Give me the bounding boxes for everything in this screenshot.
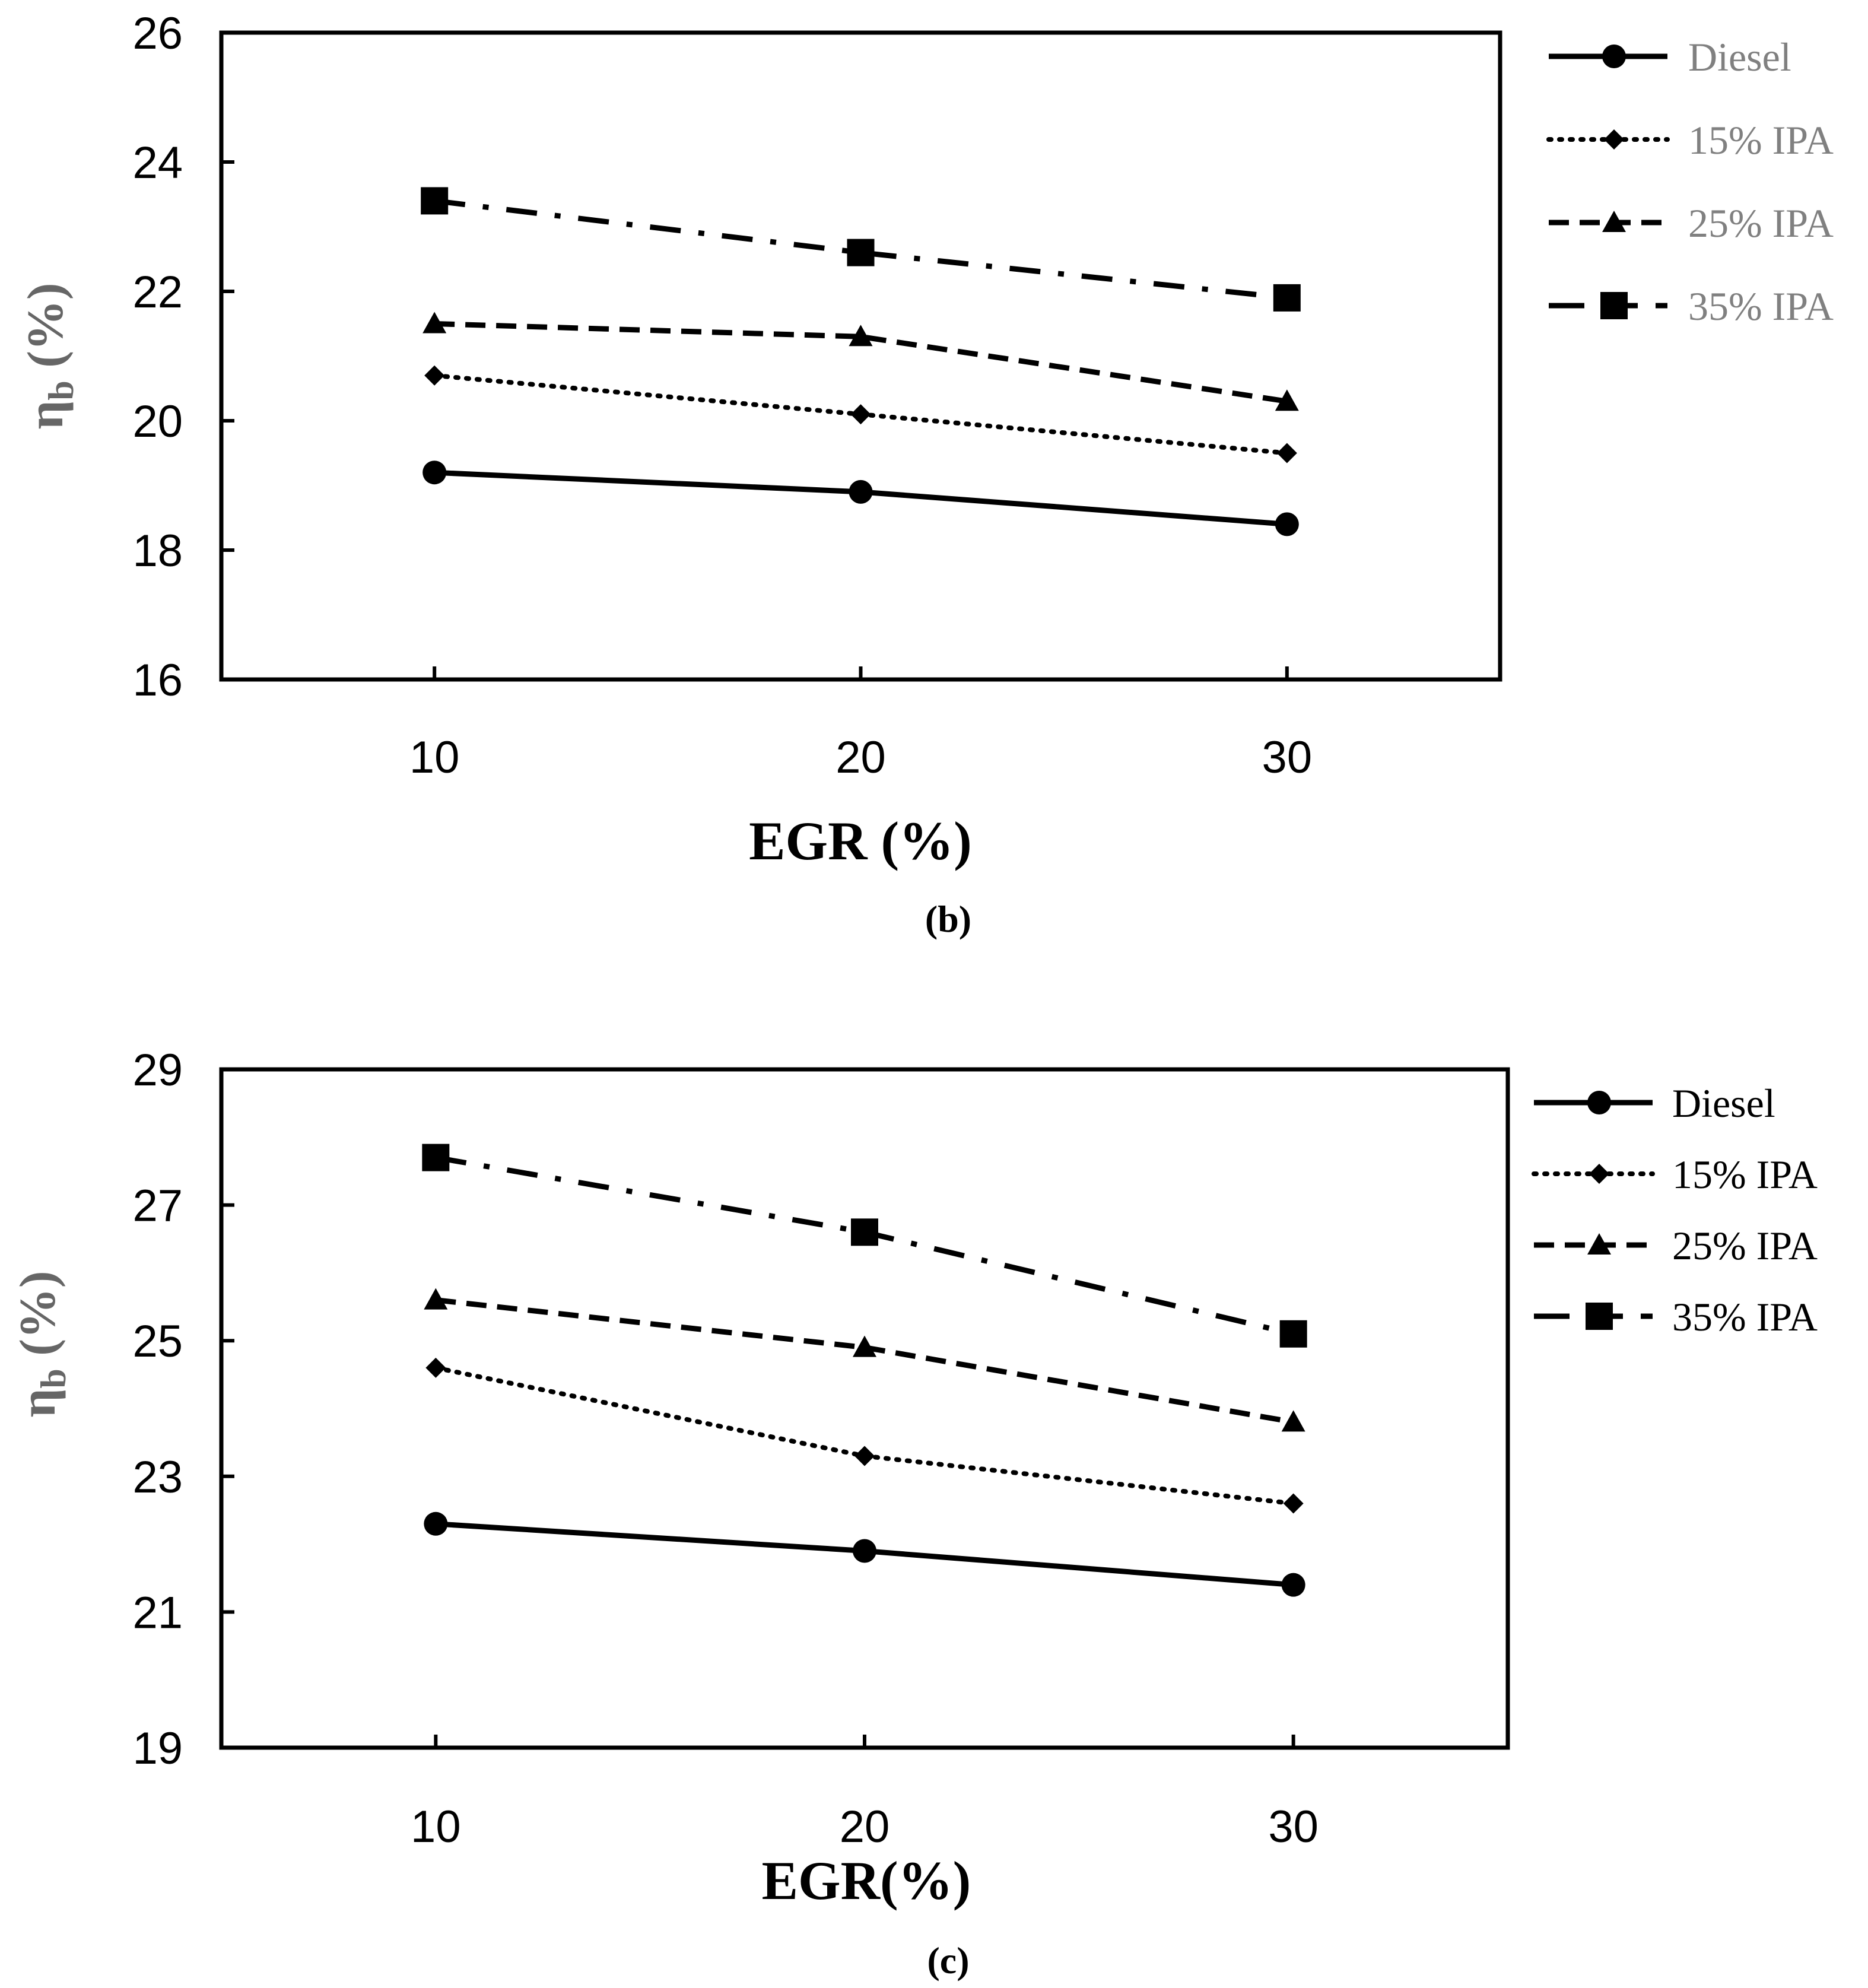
data-point — [422, 312, 447, 334]
y-axis-label: ηb (%) — [9, 1271, 73, 1418]
panel-label-c: (c) — [927, 1939, 969, 1981]
legend: Diesel 15% IPA 25% IPA 35% IPA — [1546, 34, 1834, 329]
chart-panel-b: 16 18 20 22 24 26 10 20 30 Diesel 15% IPA 25% IPA… — [17, 8, 1834, 940]
data-point — [1281, 1573, 1305, 1597]
legend-label: 35% IPA — [1688, 284, 1834, 329]
legend-marker — [1600, 292, 1628, 319]
legend-label: 35% IPA — [1672, 1294, 1818, 1339]
y-tick-label: 22 — [132, 267, 183, 317]
x-tick-label: 20 — [840, 1802, 890, 1852]
y-tick-label: 24 — [132, 138, 183, 188]
data-point — [849, 479, 873, 504]
data-point — [422, 1144, 450, 1171]
data-point — [853, 1335, 876, 1357]
legend-label: 15% IPA — [1688, 117, 1834, 163]
data-point — [422, 461, 447, 485]
y-axis-label-sub: b — [42, 380, 81, 400]
y-axis-label: ηb (%) — [17, 283, 81, 430]
series-line-3 — [435, 1297, 1294, 1425]
data-point — [1283, 1493, 1304, 1514]
data-point — [425, 1357, 446, 1378]
x-tick-label: 20 — [835, 732, 886, 783]
legend-marker — [1587, 1233, 1611, 1255]
y-tick-labels: 16 18 20 22 24 26 — [132, 8, 234, 706]
y-axis-label-unit: (%) — [9, 1271, 66, 1369]
y-tick-label: 23 — [132, 1452, 183, 1503]
data-point — [424, 1288, 448, 1310]
x-axis-label: EGR(%) — [762, 1850, 971, 1911]
legend-label: Diesel — [1688, 34, 1791, 80]
data-point — [424, 1511, 448, 1536]
y-tick-label: 21 — [132, 1587, 183, 1638]
data-point — [853, 1539, 876, 1563]
x-tick-label: 10 — [409, 732, 460, 783]
legend-marker — [1589, 1164, 1609, 1184]
y-axis-label-main: η — [17, 401, 74, 430]
data-point — [850, 404, 871, 425]
y-tick-label: 18 — [132, 526, 183, 576]
data-point — [1276, 443, 1297, 463]
legend-label: 25% IPA — [1688, 201, 1834, 246]
series-line-2 — [433, 1365, 1296, 1506]
data-point — [847, 239, 875, 266]
y-axis-label-main: η — [9, 1389, 66, 1418]
x-tick-label: 30 — [1268, 1802, 1319, 1852]
data-point — [1275, 512, 1299, 536]
y-tick-label: 25 — [132, 1316, 183, 1367]
data-point — [424, 365, 445, 386]
y-tick-label: 16 — [132, 655, 183, 706]
plot-area-frame — [219, 1067, 1510, 1750]
series-layer — [422, 1144, 1307, 1597]
y-tick-label: 20 — [132, 396, 183, 447]
data-point — [849, 325, 873, 347]
panel-label-b: (b) — [925, 898, 971, 940]
legend-label: Diesel — [1672, 1081, 1775, 1126]
data-point — [851, 1218, 878, 1246]
series-line-3 — [434, 321, 1288, 404]
legend-marker — [1602, 45, 1626, 68]
y-tick-label: 19 — [132, 1723, 183, 1774]
data-point — [1279, 1320, 1307, 1348]
y-axis-label-sub: b — [34, 1368, 73, 1388]
data-point — [1275, 389, 1299, 411]
x-axis-label: EGR (%) — [749, 811, 972, 871]
y-tick-label: 27 — [132, 1181, 183, 1231]
x-tick-labels: 10 20 30 — [409, 666, 1312, 783]
y-tick-label: 29 — [132, 1045, 183, 1095]
legend-label: 15% IPA — [1672, 1152, 1818, 1197]
y-axis-label-unit: (%) — [17, 283, 74, 381]
x-tick-label: 10 — [411, 1802, 461, 1852]
legend-label: 25% IPA — [1672, 1223, 1818, 1268]
legend: Diesel 15% IPA 25% IPA 35% IPA — [1532, 1081, 1818, 1339]
legend-marker — [1586, 1303, 1613, 1330]
data-point — [1281, 1410, 1305, 1432]
legend-marker — [1604, 129, 1624, 150]
series-layer — [421, 187, 1301, 536]
x-tick-label: 30 — [1262, 732, 1313, 783]
plot-area-frame — [219, 30, 1502, 682]
y-tick-label: 26 — [132, 8, 183, 59]
y-tick-labels: 19 21 23 25 27 29 — [132, 1045, 234, 1774]
x-tick-labels: 10 20 30 — [411, 1735, 1319, 1852]
legend-marker — [1602, 211, 1626, 232]
data-point — [854, 1446, 875, 1466]
data-point — [421, 187, 449, 215]
chart-panel-c: 19 21 23 25 27 29 10 20 30 Diesel 15% IPA 25% IPA… — [9, 1045, 1818, 1981]
data-point — [1273, 284, 1301, 312]
legend-marker — [1587, 1091, 1611, 1114]
